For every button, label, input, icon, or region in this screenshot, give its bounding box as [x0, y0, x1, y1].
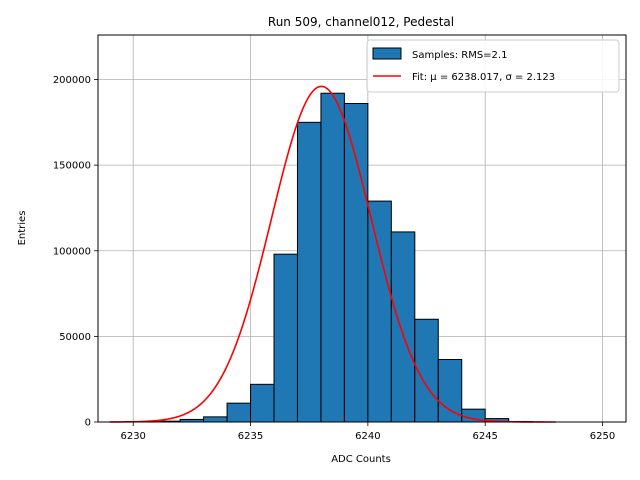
legend-label-samples: Samples: RMS=2.1	[412, 50, 507, 61]
y-tick-label: 0	[85, 418, 91, 429]
chart-title: Run 509, channel012, Pedestal	[268, 15, 454, 29]
y-tick-label: 150000	[53, 161, 91, 172]
histogram-bar	[226, 402, 252, 423]
x-tick-label: 6230	[120, 431, 145, 442]
legend-label-fit: Fit: μ = 6238.017, σ = 2.123	[412, 72, 555, 83]
axes-frame	[97, 34, 627, 423]
x-tick-label: 6235	[238, 431, 263, 442]
fit-curve	[109, 85, 556, 423]
legend-box	[366, 39, 620, 93]
x-tick-label: 6245	[472, 431, 497, 442]
legend: Samples: RMS=2.1 Fit: μ = 6238.017, σ = …	[366, 39, 620, 93]
fit-line	[109, 85, 556, 423]
histogram-bar	[390, 231, 416, 423]
y-tick-label: 200000	[53, 75, 91, 86]
legend-swatch-samples	[372, 47, 402, 60]
histogram-bar	[203, 416, 228, 423]
x-axis-label: ADC Counts	[331, 454, 391, 465]
histogram-bar	[437, 358, 463, 423]
histogram-bar	[343, 102, 369, 423]
y-axis-label: Entries	[17, 211, 28, 246]
histogram-bar	[296, 121, 322, 423]
y-tick-label: 50000	[59, 332, 91, 343]
x-tick-label: 6250	[590, 431, 615, 442]
x-tick-label: 6240	[355, 431, 380, 442]
histogram-bar	[320, 92, 345, 423]
x-axis-ticks: 6230 6235 6240 6245 6250	[120, 422, 615, 442]
y-axis-ticks: 0 50000 100000 150000 200000	[53, 75, 98, 429]
histogram-bar	[273, 253, 298, 423]
histogram-bar	[250, 383, 275, 423]
y-tick-label: 100000	[53, 246, 91, 257]
histogram-bar	[367, 200, 392, 423]
